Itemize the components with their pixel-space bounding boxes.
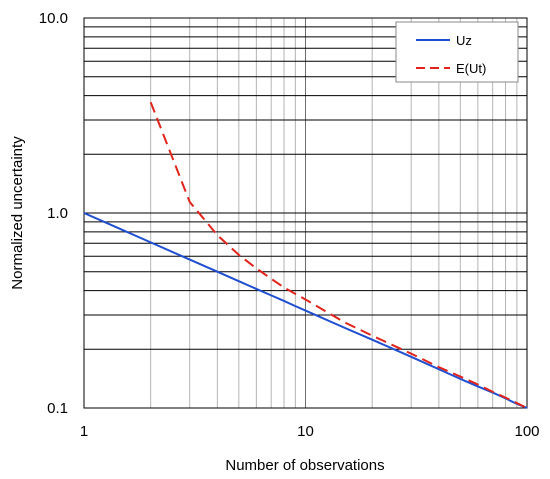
legend-label-eut: E(Ut) bbox=[456, 61, 486, 76]
x-tick-label: 10 bbox=[297, 423, 314, 440]
tick-labels: 1 10 100 0.1 1.0 10.0 bbox=[39, 10, 540, 440]
legend: Uz E(Ut) bbox=[395, 21, 519, 83]
series-line-eut bbox=[149, 101, 528, 409]
series-lines bbox=[83, 101, 528, 409]
y-axis-label: Normalized uncertainty bbox=[9, 136, 26, 290]
x-axis-label: Number of observations bbox=[225, 457, 384, 474]
y-tick-label: 1.0 bbox=[47, 205, 68, 222]
y-tick-label: 10.0 bbox=[39, 10, 68, 27]
x-tick-label: 1 bbox=[80, 423, 88, 440]
legend-label-uz: Uz bbox=[456, 33, 472, 48]
y-tick-label: 0.1 bbox=[47, 400, 68, 417]
legend-box bbox=[395, 21, 519, 83]
x-tick-label: 100 bbox=[514, 423, 539, 440]
grid-lines bbox=[84, 18, 527, 408]
